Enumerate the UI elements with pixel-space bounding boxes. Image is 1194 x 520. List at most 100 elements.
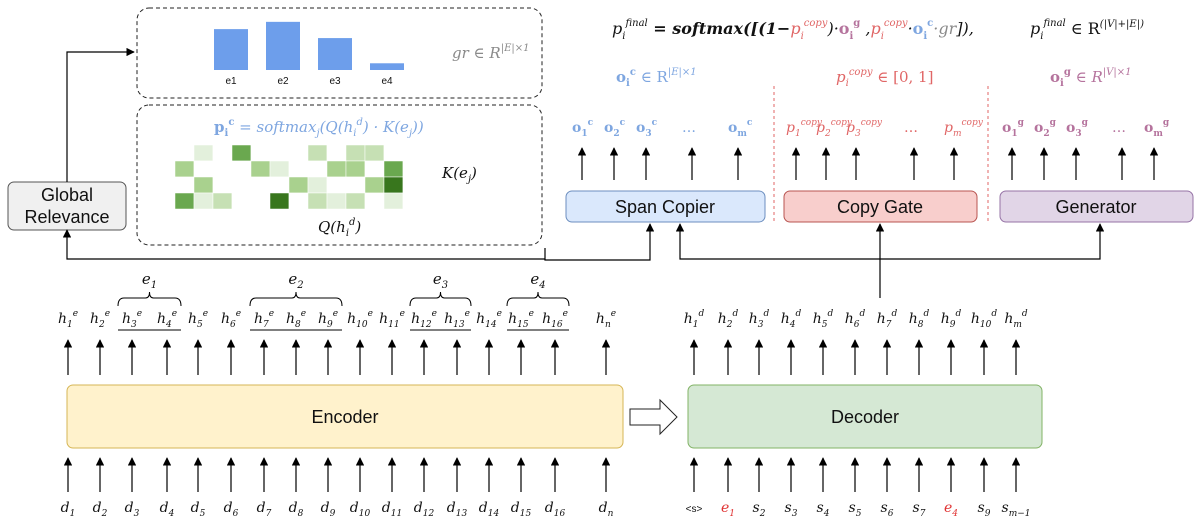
encoder-label: Encoder: [311, 407, 378, 427]
entity-label: e3: [433, 270, 448, 291]
decoder-input-token: s7: [913, 500, 926, 519]
relevance-bar-label: e3: [329, 76, 341, 87]
decoder-arrows: [689, 339, 1021, 492]
heatmap-cell: [383, 176, 404, 194]
output-symbol: p1copy: [786, 118, 823, 139]
copy-gate-label: Copy Gate: [837, 197, 923, 217]
heatmap-cell: [288, 144, 309, 162]
heatmap-cell: [383, 192, 404, 210]
relevance-bar: [318, 38, 352, 70]
decoder-hidden-state: h7d: [877, 309, 898, 330]
heatmap-cell: [250, 192, 271, 210]
decoder-input-token: s3: [785, 500, 798, 519]
encoder-input-token: d8: [289, 500, 304, 519]
encoder-input-token: d15: [511, 500, 532, 519]
heatmap-cell: [345, 144, 366, 162]
encoder-hidden-state: h14e: [476, 309, 502, 330]
attention-formula: pic = softmaxj(Q(hid) · K(ej)): [214, 117, 424, 139]
heatmap-cell: [212, 192, 233, 210]
heatmap-cell: [364, 160, 385, 178]
encoder-hidden-state: h11e: [379, 309, 405, 330]
decoder-box: [687, 384, 1043, 449]
entity-spans: e1 e2 e3 e4: [117, 270, 570, 331]
heatmap-cell: [174, 160, 195, 178]
output-symbol: o2g: [1034, 118, 1057, 139]
heatmap-cell: [269, 192, 290, 210]
heatmap-cell: [326, 192, 347, 210]
entity-brace: [117, 291, 182, 307]
entity-label: e4: [530, 270, 545, 291]
heatmap-cell: [269, 160, 290, 178]
encoder-input-token: d6: [224, 500, 239, 519]
encoder-input-token: d5: [191, 500, 206, 519]
heatmap-cell: [250, 144, 271, 162]
encoder-inputs: d1 d2 d3 d4 d5 d6 d7 d8 d9 d10 d11 d12 d13 d14 d15 d16 d…: [61, 500, 614, 519]
relevance-bar-label: e4: [381, 76, 393, 87]
encoder-input-token: d1: [61, 500, 76, 519]
encoder-input-token: d7: [257, 500, 272, 519]
heatmap-cell: [193, 176, 214, 194]
decoder-hidden-states: h1d h2d h3d h4d h5d h6d h7d h8d h9d h10d hmd: [684, 309, 1028, 330]
generator-label: Generator: [1055, 197, 1136, 217]
entity-label: e2: [288, 270, 303, 291]
encoder-input-token: d16: [545, 500, 566, 519]
heatmap-cell: [250, 160, 271, 178]
decoder-hidden-state: h1d: [684, 309, 705, 330]
decoder-inputs: <s> e1 s2 s3 s4 s5 s6 s7 e4 s9 sm−1: [686, 500, 1031, 519]
encoder-hidden-state: h7e: [254, 309, 274, 330]
heatmap-cell: [402, 144, 423, 162]
decoder-hidden-state: h10d: [971, 309, 997, 330]
encoder-hidden-state: h5e: [188, 309, 208, 330]
relevance-caption: gr ∈ R|E|×1: [452, 43, 530, 62]
heatmap-cell: [345, 160, 366, 178]
decoder-input-token: e1: [721, 500, 735, 519]
encoder-hidden-state: h4e: [157, 309, 177, 330]
output-symbol: p2copy: [816, 118, 853, 139]
global-relevance-line1: Global: [41, 185, 93, 205]
decoder-to-span-copier-arrow: [675, 223, 1105, 260]
decoder-hidden-state: h8d: [909, 309, 930, 330]
decoder-input-token: s4: [817, 500, 830, 519]
final-formula-domain: pifinal ∈ R(|V|+|E|): [1030, 18, 1144, 42]
encoder-input-token: d11: [382, 500, 402, 519]
heatmap-cell: [326, 176, 347, 194]
generator-box: [999, 190, 1194, 223]
output-symbol: …: [904, 120, 918, 136]
relevance-bar: [370, 63, 404, 70]
decoder-input-token: e4: [944, 500, 958, 519]
heatmap-cell: [231, 192, 252, 210]
query-label: Q(hid): [318, 217, 361, 239]
output-symbol: …: [682, 120, 696, 136]
output-symbol: omc: [728, 118, 753, 139]
key-label: K(ej): [441, 164, 477, 185]
heatmap-cell: [212, 176, 233, 194]
decoder-input-token: s6: [881, 500, 894, 519]
encoder-to-attention-arrow: [544, 223, 655, 261]
decoder-hidden-state: h3d: [749, 309, 770, 330]
encoder-input-token: d14: [479, 500, 500, 519]
heatmap-cell: [174, 192, 195, 210]
heatmap-cell: [402, 192, 423, 210]
heatmap-cell: [364, 192, 385, 210]
decoder-input-token: s5: [849, 500, 862, 519]
encoder-hidden-states: h1e h2e h3e h4e h5e h6e h7e h8e h9e h10e h11e h12e h…: [58, 309, 616, 330]
global-relevance-line2: Relevance: [24, 207, 109, 227]
encoder-hidden-state: h13e: [444, 309, 470, 330]
heatmap-cell: [307, 160, 328, 178]
heatmap-cell: [231, 176, 252, 194]
heatmap-cell: [345, 176, 366, 194]
encoder-hidden-state: h8e: [286, 309, 306, 330]
relevance-arrow: [66, 47, 135, 182]
heatmap-cell: [288, 176, 309, 194]
copy-gate-header: picopy ∈ [0, 1]: [836, 67, 933, 89]
attention-heatmap: [174, 144, 423, 210]
decoder-hidden-state: h9d: [941, 309, 962, 330]
heatmap-cell: [383, 160, 404, 178]
encoder-input-token: d10: [350, 500, 371, 519]
final-formula: pifinal = softmax([(1−picopy)·oig ,picop…: [612, 18, 974, 42]
heatmap-cell: [212, 144, 233, 162]
encoder-hidden-state: h12e: [411, 309, 437, 330]
attention-panel: [136, 104, 543, 246]
